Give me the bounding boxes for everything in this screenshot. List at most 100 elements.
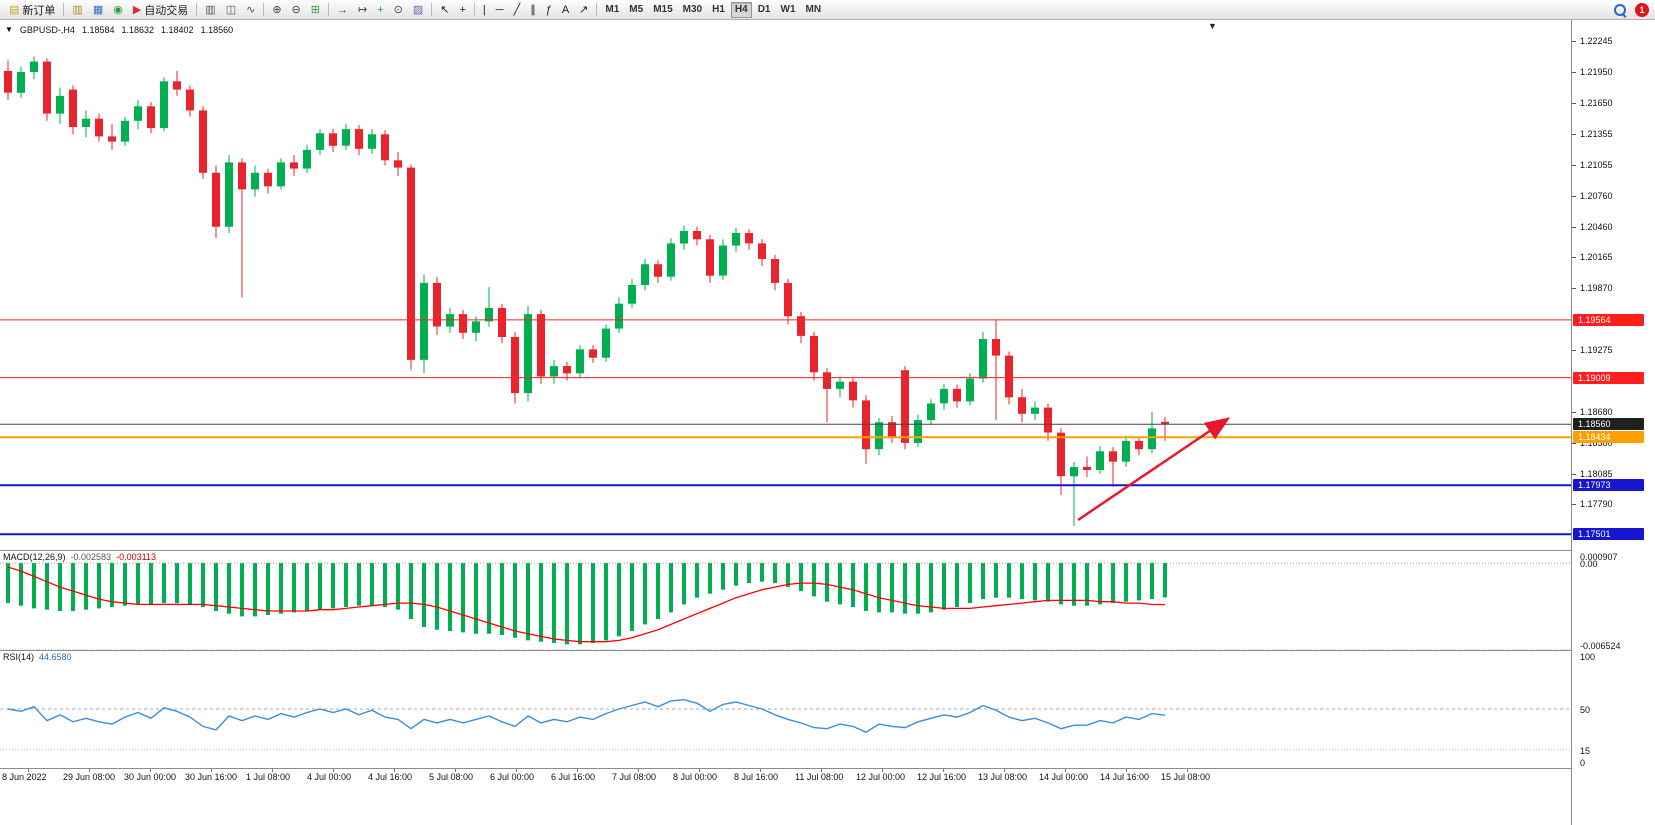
line-chart-button[interactable]: ∿ [241,1,260,19]
price-tick-label: 1.19275 [1580,345,1613,355]
crosshair-button[interactable]: + [454,1,470,19]
cursor-icon: ↖ [440,3,450,16]
price-tick-dash [1572,474,1576,475]
price-level-badge: 1.19564 [1573,314,1644,326]
channel-button[interactable]: ∥ [525,1,541,19]
text-button[interactable]: A [557,1,574,19]
time-axis[interactable]: 8 Jun 2022 29 Jun 08:00 30 Jun 00:00 30 Jun… [0,768,1571,789]
search-icon[interactable] [1613,3,1627,18]
timeframe-mn-button[interactable]: MN [805,3,822,15]
time-label: 8 Jun 2022 [2,772,47,782]
macd-axis-label: 0.00 [1580,559,1598,569]
time-label: 5 Jul 08:00 [429,772,474,782]
symbol-marker-icon: ▼ [5,25,13,34]
search-icon-circle [1614,3,1626,16]
price-tick-dash [1572,412,1576,413]
vertical-line-button[interactable]: | [478,1,491,19]
new-order-button[interactable]: ▤ 新订单 [4,1,60,19]
periods-button[interactable]: ⊙ [389,1,408,19]
templates-button[interactable]: ▨ [408,1,428,19]
trendline-button[interactable]: ╱ [509,1,526,19]
navigator-button[interactable]: ◉ [108,1,128,19]
price-tick-dash [1572,196,1576,197]
time-label: 15 Jul 08:00 [1161,772,1211,782]
horizontal-line-button[interactable]: ─ [491,1,509,19]
price-axis[interactable]: 1.22245 1.21950 1.21650 1.21355 1.21055 1.207… [1571,20,1655,825]
price-tick-dash [1572,350,1576,351]
timeframe-m5-button[interactable]: M5 [629,3,644,15]
rsi-axis-label: 50 [1580,705,1591,715]
time-label: 30 Jun 00:00 [124,772,177,782]
channel-icon: ∥ [530,3,536,16]
ohlc-open: 1.18584 [81,25,115,35]
ohlc-low: 1.18402 [161,25,194,35]
trendline-icon: ╱ [513,3,521,16]
cursor-button[interactable]: ↖ [435,1,454,19]
price-tick-dash [1572,72,1576,73]
time-label: 7 Jul 08:00 [612,772,657,782]
price-level-badge: 1.18560 [1573,418,1644,430]
candles [4,56,1169,527]
timeframe-m1-button[interactable]: M1 [605,3,620,15]
price-level-badge: 1.19009 [1573,372,1644,384]
macd-panel-canvas[interactable] [0,551,1571,650]
time-label: 12 Jul 16:00 [917,772,967,782]
auto-scroll-button[interactable]: → [332,1,353,19]
zoom-in-button[interactable]: ⊕ [267,1,286,19]
toolbar-separator [596,3,598,16]
new-order-button-label: 新订单 [22,4,56,17]
time-label: 11 Jul 08:00 [795,772,844,782]
fibonacci-button[interactable]: ƒ [541,1,557,19]
timeframe-d1-button[interactable]: D1 [757,3,771,15]
autotrading-button-label: 自动交易 [144,4,189,17]
macd-panel-separator[interactable] [0,550,1571,551]
indicators-button[interactable]: + [372,1,388,19]
autotrading-button[interactable]: ▶ 自动交易 [128,1,193,19]
timeframe-m30-button[interactable]: M30 [682,3,703,15]
price-tick-label: 1.18085 [1580,469,1613,479]
time-label: 6 Jul 16:00 [551,772,596,782]
price-tick-label: 1.20460 [1580,222,1613,232]
timeframe-h4-button[interactable]: H4 [730,1,752,18]
profiles-button[interactable]: ▥ [67,1,87,19]
tile-windows-button[interactable]: ⊞ [306,1,325,19]
macd-signal-value: -0.003113 [116,552,156,562]
arrows-button[interactable]: ↗ [574,1,593,19]
price-tick-dash [1572,288,1576,289]
toolbar-separator [473,3,475,16]
time-tick [577,769,578,772]
timeframe-h1-button[interactable]: H1 [712,3,725,15]
chart-shift-button[interactable]: ↦ [353,1,372,19]
rsi-panel-separator[interactable] [0,650,1571,651]
crosshair-icon: + [459,3,466,16]
periods-icon: ⊙ [393,3,403,16]
zoom-out-button[interactable]: ⊖ [287,1,306,19]
rsi-panel-canvas[interactable] [0,651,1571,767]
indicators-icon: + [377,3,384,16]
fibonacci-icon: ƒ [545,3,552,16]
price-tick-dash [1572,504,1576,505]
search-icon-handle [1621,12,1627,18]
price-tick-label: 1.21950 [1580,67,1613,77]
rsi-title: RSI(14) [3,652,35,662]
main-chart-canvas[interactable] [0,20,1571,550]
time-tick [394,769,395,772]
toolbar-separator [327,3,329,16]
time-scale-marker-icon: ▼ [1208,21,1217,31]
toolbar-buttons: ▤ 新订单 ▥ ▦ ◉ ▶ 自动交易 ▥ ◫ ∿ ⊕ ⊖ ⊞ → ↦ + ⊙ ▨ ↖ + | ─ ╱ ∥ ƒ A ↗ [4,1,600,19]
candlestick-chart-button[interactable]: ◫ [221,1,241,19]
bar-chart-button[interactable]: ▥ [200,1,220,19]
price-tick-label: 1.20760 [1580,191,1613,201]
timeframe-w1-button[interactable]: W1 [780,3,796,15]
price-tick-label: 1.22245 [1580,36,1613,46]
timeframe-m15-button[interactable]: M15 [653,3,673,15]
horizontal-line-icon: ─ [495,3,504,16]
market-watch-button[interactable]: ▦ [88,1,108,19]
time-label: 29 Jun 08:00 [63,772,116,782]
notification-badge[interactable]: 1 [1635,2,1649,17]
time-tick [1126,769,1127,772]
time-tick [272,769,273,772]
time-label: 8 Jul 16:00 [734,772,779,782]
navigator-icon: ◉ [113,3,123,16]
time-tick [699,769,700,772]
